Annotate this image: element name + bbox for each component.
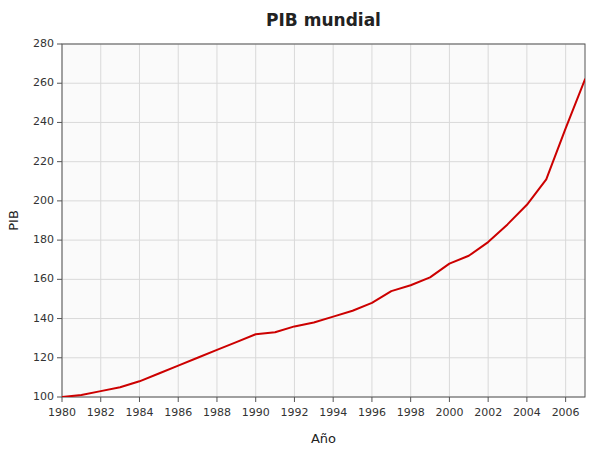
- x-tick: [255, 397, 256, 402]
- y-tick: [57, 83, 62, 84]
- x-tick: [488, 397, 489, 402]
- x-tick-label: 1984: [125, 406, 153, 419]
- x-axis-label: Año: [311, 431, 336, 446]
- x-grid-line: [255, 44, 256, 397]
- y-tick-label: 200: [33, 194, 54, 207]
- x-tick-label: 1996: [358, 406, 386, 419]
- x-tick: [178, 397, 179, 402]
- y-grid-line: [62, 161, 585, 162]
- y-tick-label: 240: [33, 115, 54, 128]
- y-grid-line: [62, 357, 585, 358]
- x-tick: [139, 397, 140, 402]
- plot-background: [62, 44, 585, 397]
- y-tick-label: 120: [33, 351, 54, 364]
- y-tick-label: 280: [33, 37, 54, 50]
- x-grid-line: [139, 44, 140, 397]
- y-grid-line: [62, 83, 585, 84]
- x-tick-label: 1990: [242, 406, 270, 419]
- title: PIB mundial: [266, 10, 381, 30]
- x-tick-label: 1980: [48, 406, 76, 419]
- x-tick: [410, 397, 411, 402]
- grid: [62, 44, 585, 397]
- x-tick-label: 2006: [552, 406, 580, 419]
- x-tick-label: 1988: [203, 406, 231, 419]
- y-tick: [57, 397, 62, 398]
- x-grid-line: [294, 44, 295, 397]
- x-tick: [100, 397, 101, 402]
- y-tick-label: 180: [33, 233, 54, 246]
- x-tick-label: 1992: [280, 406, 308, 419]
- y-tick: [57, 122, 62, 123]
- plot-frame: [62, 44, 585, 397]
- y-grid-line: [62, 279, 585, 280]
- x-grid-line: [526, 44, 527, 397]
- x-tick: [449, 397, 450, 402]
- x-grid-line: [371, 44, 372, 397]
- x-grid-line: [216, 44, 217, 397]
- x-grid-line: [449, 44, 450, 397]
- y-grid-line: [62, 240, 585, 241]
- series-group: [62, 79, 585, 397]
- x-tick-label: 1986: [164, 406, 192, 419]
- y-axis-label: PIB: [6, 210, 21, 231]
- x-tick-label: 1998: [397, 406, 425, 419]
- x-tick: [565, 397, 566, 402]
- x-tick-label: 2004: [513, 406, 541, 419]
- x-grid-line: [488, 44, 489, 397]
- y-tick-label: 140: [33, 312, 54, 325]
- y-tick-label: 160: [33, 272, 54, 285]
- y-tick: [57, 240, 62, 241]
- x-tick: [526, 397, 527, 402]
- x-tick-label: 2000: [435, 406, 463, 419]
- x-tick: [333, 397, 334, 402]
- y-tick: [57, 161, 62, 162]
- x-grid-line: [410, 44, 411, 397]
- x-tick-label: 1994: [319, 406, 347, 419]
- x-tick-label: 2002: [474, 406, 502, 419]
- x-tick: [371, 397, 372, 402]
- x-grid-line: [178, 44, 179, 397]
- y-tick-label: 220: [33, 155, 54, 168]
- y-tick: [57, 279, 62, 280]
- axes: 100 120 140 160 180 200 220 240 260 280 1980 1982 19…: [33, 37, 580, 419]
- y-tick: [57, 318, 62, 319]
- chart-container: 100 120 140 160 180 200 220 240 260 280 1980 1982 19…: [0, 0, 607, 459]
- chart-svg: 100 120 140 160 180 200 220 240 260 280 1980 1982 19…: [0, 0, 607, 459]
- x-grid-line: [100, 44, 101, 397]
- x-grid-line: [333, 44, 334, 397]
- x-tick-label: 1982: [87, 406, 115, 419]
- y-grid-line: [62, 122, 585, 123]
- x-grid-line: [565, 44, 566, 397]
- y-tick: [57, 357, 62, 358]
- y-tick: [57, 200, 62, 201]
- x-tick: [294, 397, 295, 402]
- x-tick: [216, 397, 217, 402]
- y-tick-label: 260: [33, 76, 54, 89]
- y-tick: [57, 44, 62, 45]
- x-tick: [62, 397, 63, 402]
- y-tick-label: 100: [33, 390, 54, 403]
- line: [62, 79, 585, 397]
- y-grid-line: [62, 200, 585, 201]
